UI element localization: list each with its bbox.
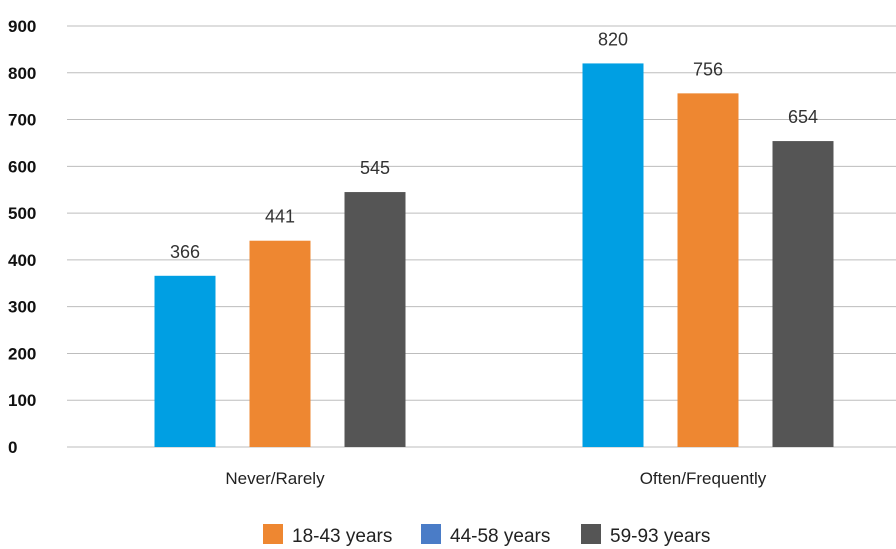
- y-tick-label: 600: [8, 157, 36, 176]
- data-label: 366: [170, 242, 200, 262]
- y-tick-label: 900: [8, 17, 36, 36]
- y-tick-label: 200: [8, 344, 36, 363]
- data-label: 441: [265, 207, 295, 227]
- x-tick-label: Never/Rarely: [225, 469, 325, 488]
- bar-often-frequently-series-2: [677, 93, 739, 448]
- x-tick-label: Often/Frequently: [640, 469, 767, 488]
- legend-swatch: [263, 524, 283, 544]
- legend-label: 59-93 years: [610, 526, 710, 547]
- y-tick-label: 0: [8, 438, 17, 457]
- legend-swatch: [581, 524, 601, 544]
- legend-item: 59-93 years: [581, 524, 710, 547]
- y-tick-label: 100: [8, 391, 36, 410]
- bar-often-frequently-series-3: [772, 141, 834, 447]
- y-tick-label: 300: [8, 298, 36, 317]
- data-label: 756: [693, 59, 723, 79]
- legend-item: 44-58 years: [421, 524, 550, 547]
- legend-label: 44-58 years: [450, 526, 550, 547]
- bar-never-rarely-series-3: [344, 192, 406, 447]
- legend: 18-43 years 44-58 years 59-93 years: [263, 524, 710, 547]
- y-axis-ticks: 0 100 200 300 400 500 600 700 800 900: [8, 17, 36, 457]
- data-labels: 366 441 545 820 756 654: [170, 29, 818, 261]
- bars: [154, 63, 834, 448]
- bar-often-frequently-series-1: [582, 63, 644, 448]
- y-tick-label: 700: [8, 111, 36, 130]
- data-label: 545: [360, 158, 390, 178]
- bar-never-rarely-series-2: [249, 240, 311, 447]
- x-axis-ticks: Never/Rarely Often/Frequently: [225, 469, 766, 488]
- legend-swatch: [421, 524, 441, 544]
- legend-item: 18-43 years: [263, 524, 392, 547]
- bar-never-rarely-series-1: [154, 275, 216, 447]
- y-tick-label: 400: [8, 251, 36, 270]
- legend-label: 18-43 years: [292, 526, 392, 547]
- data-label: 820: [598, 29, 628, 49]
- y-tick-label: 500: [8, 204, 36, 223]
- data-label: 654: [788, 107, 818, 127]
- y-tick-label: 800: [8, 64, 36, 83]
